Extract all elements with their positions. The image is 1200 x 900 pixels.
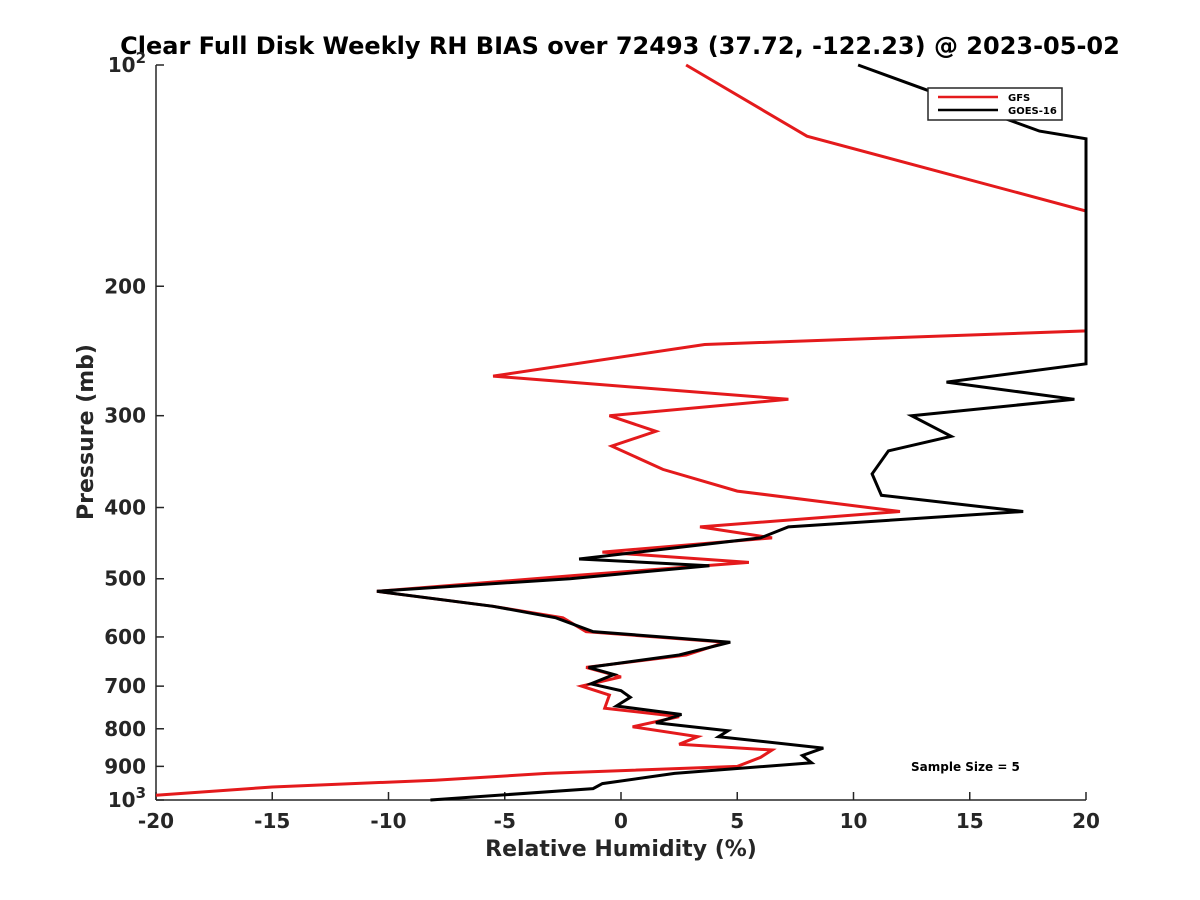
chart-title: Clear Full Disk Weekly RH BIAS over 7249… <box>120 32 1120 60</box>
sample-size-annotation: Sample Size = 5 <box>911 760 1020 774</box>
x-ticks: -20 -15 -10 -5 0 5 10 15 20 <box>138 792 1100 833</box>
y-tick-label: 300 <box>104 404 146 428</box>
y-tick-label: 800 <box>104 717 146 741</box>
y-tick-label: 500 <box>104 567 146 591</box>
legend-box <box>927 87 1063 121</box>
x-tick-label: -15 <box>254 809 290 833</box>
y-tick-label: 900 <box>104 754 146 778</box>
y-tick-label: 700 <box>104 674 146 698</box>
y-tick-label: 103 <box>108 784 146 812</box>
y-axis-label: Pressure (mb) <box>74 344 99 520</box>
y-tick-label: 600 <box>104 625 146 649</box>
series-layer <box>155 63 1088 802</box>
series-line-gfs <box>155 63 1088 797</box>
y-tick-label: 200 <box>104 274 146 298</box>
y-ticks: 102 200 300 400 500 600 700 800 900 103 <box>104 49 164 812</box>
legend-label-gfs: GFS <box>1008 93 1030 104</box>
x-tick-label: 20 <box>1072 809 1100 833</box>
x-tick-label: 15 <box>956 809 984 833</box>
x-tick-label: 10 <box>840 809 868 833</box>
x-tick-label: -5 <box>494 809 516 833</box>
y-tick-label: 102 <box>108 49 146 77</box>
x-axis-label: Relative Humidity (%) <box>485 837 757 862</box>
series-line-goes16 <box>376 63 1088 802</box>
legend-label-goes16: GOES-16 <box>1008 106 1057 117</box>
x-tick-label: -10 <box>370 809 406 833</box>
x-tick-label: -20 <box>138 809 174 833</box>
y-tick-label: 400 <box>104 496 146 520</box>
x-tick-label: 5 <box>730 809 744 833</box>
x-tick-label: 0 <box>614 809 628 833</box>
legend: GFS GOES-16 <box>927 87 1063 121</box>
